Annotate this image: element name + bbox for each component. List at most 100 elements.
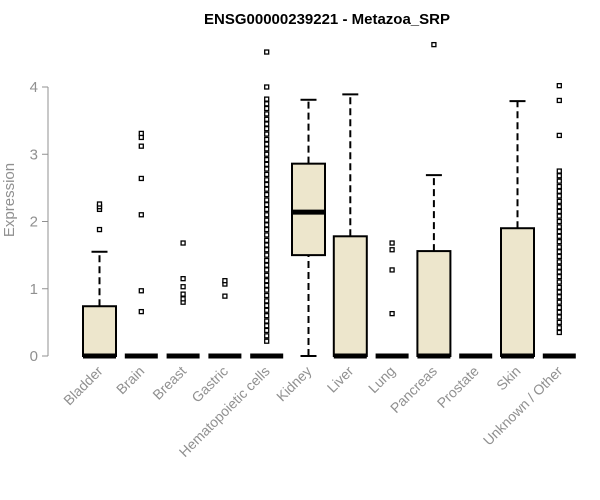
outlier-point bbox=[556, 178, 562, 184]
outlier-point bbox=[389, 240, 395, 246]
outlier-point bbox=[264, 222, 270, 228]
box-group bbox=[332, 93, 368, 359]
x-tick-label: Bladder bbox=[60, 363, 106, 409]
outlier-point bbox=[264, 206, 270, 213]
outlier-point bbox=[556, 269, 562, 275]
outlier-point bbox=[556, 132, 562, 139]
x-tick-label: Prostate bbox=[434, 363, 482, 411]
outlier-point bbox=[556, 273, 562, 280]
outlier-point bbox=[556, 208, 562, 215]
outlier-point bbox=[556, 188, 562, 194]
box-group bbox=[166, 240, 200, 359]
outlier-point bbox=[556, 168, 562, 174]
outlier-point bbox=[264, 257, 270, 264]
y-axis: 0 1 2 3 4 bbox=[30, 79, 49, 365]
outlier-point bbox=[264, 282, 270, 289]
box bbox=[291, 162, 326, 257]
x-tick-label: Skin bbox=[493, 363, 524, 394]
outlier-point bbox=[264, 136, 270, 143]
outlier-point bbox=[264, 146, 270, 152]
outlier-point bbox=[389, 310, 395, 317]
outlier-point bbox=[264, 287, 270, 293]
outlier-point bbox=[556, 309, 562, 315]
outlier-point bbox=[264, 96, 270, 102]
outlier-point bbox=[180, 276, 186, 282]
outlier-point bbox=[138, 308, 144, 315]
y-tick-label: 0 bbox=[30, 348, 38, 365]
outlier-point bbox=[556, 239, 562, 245]
outlier-point bbox=[138, 130, 144, 137]
outlier-point bbox=[264, 333, 270, 339]
outlier-point bbox=[264, 226, 270, 233]
outlier-point bbox=[556, 289, 562, 295]
outlier-point bbox=[180, 291, 186, 297]
outlier-point bbox=[222, 293, 228, 299]
outlier-point bbox=[556, 198, 562, 204]
outlier-point bbox=[264, 312, 270, 319]
outlier-point bbox=[556, 244, 562, 250]
outlier-point bbox=[264, 247, 270, 253]
outlier-point bbox=[389, 247, 395, 253]
outlier-point bbox=[96, 201, 103, 207]
outlier-point bbox=[264, 191, 270, 198]
outlier-point bbox=[264, 177, 270, 183]
box bbox=[82, 305, 117, 357]
x-tick-label: Brain bbox=[113, 363, 147, 397]
box-group bbox=[208, 278, 242, 359]
outlier-point bbox=[264, 232, 270, 238]
outlier-point bbox=[556, 193, 562, 199]
outlier-point bbox=[264, 212, 270, 218]
outlier-point bbox=[264, 318, 270, 324]
x-tick-label: Breast bbox=[149, 363, 189, 403]
outlier-point bbox=[556, 83, 562, 89]
outlier-point bbox=[556, 294, 562, 300]
outlier-point bbox=[264, 302, 270, 309]
y-tick-label: 3 bbox=[30, 146, 38, 163]
outlier-point bbox=[556, 204, 562, 210]
outlier-point bbox=[556, 264, 562, 270]
outlier-point bbox=[264, 202, 270, 208]
outlier-point bbox=[264, 131, 270, 137]
outlier-point bbox=[264, 262, 270, 268]
outlier-point bbox=[264, 217, 270, 223]
outlier-point bbox=[264, 197, 270, 203]
outlier-point bbox=[264, 298, 270, 304]
box-group bbox=[250, 49, 284, 359]
outlier-point bbox=[556, 299, 562, 305]
outlier-point bbox=[556, 279, 562, 285]
outlier-point bbox=[222, 278, 228, 284]
y-tick-label: 4 bbox=[30, 79, 38, 96]
plot-area bbox=[82, 41, 576, 359]
outlier-point bbox=[264, 111, 270, 117]
outlier-point bbox=[264, 338, 270, 344]
box bbox=[500, 227, 535, 358]
outlier-point bbox=[264, 126, 270, 132]
x-tick-label: Liver bbox=[324, 363, 357, 396]
outlier-point bbox=[264, 292, 270, 299]
outlier-point bbox=[556, 213, 562, 219]
outlier-point bbox=[556, 224, 562, 230]
outlier-point bbox=[264, 49, 270, 55]
chart-title: ENSG00000239221 - Metazoa_SRP bbox=[204, 11, 450, 28]
outlier-point bbox=[389, 267, 395, 273]
box-group bbox=[291, 98, 326, 357]
y-axis-label: Expression bbox=[1, 163, 18, 237]
y-tick-label: 2 bbox=[30, 214, 38, 231]
outlier-point bbox=[264, 307, 270, 313]
outlier-point bbox=[264, 181, 270, 188]
x-tick-label: Unknown / Other bbox=[480, 363, 566, 449]
outlier-point bbox=[264, 272, 270, 278]
box bbox=[416, 250, 452, 357]
outlier-point bbox=[556, 259, 562, 265]
outlier-point bbox=[556, 325, 562, 331]
outlier-point bbox=[264, 121, 270, 127]
x-tick-label: Kidney bbox=[273, 363, 315, 405]
outlier-point bbox=[264, 101, 270, 107]
outlier-point bbox=[180, 240, 186, 246]
y-tick-label: 1 bbox=[30, 281, 38, 298]
outlier-point bbox=[264, 278, 270, 284]
outlier-point bbox=[556, 218, 562, 225]
box-group bbox=[82, 201, 117, 359]
